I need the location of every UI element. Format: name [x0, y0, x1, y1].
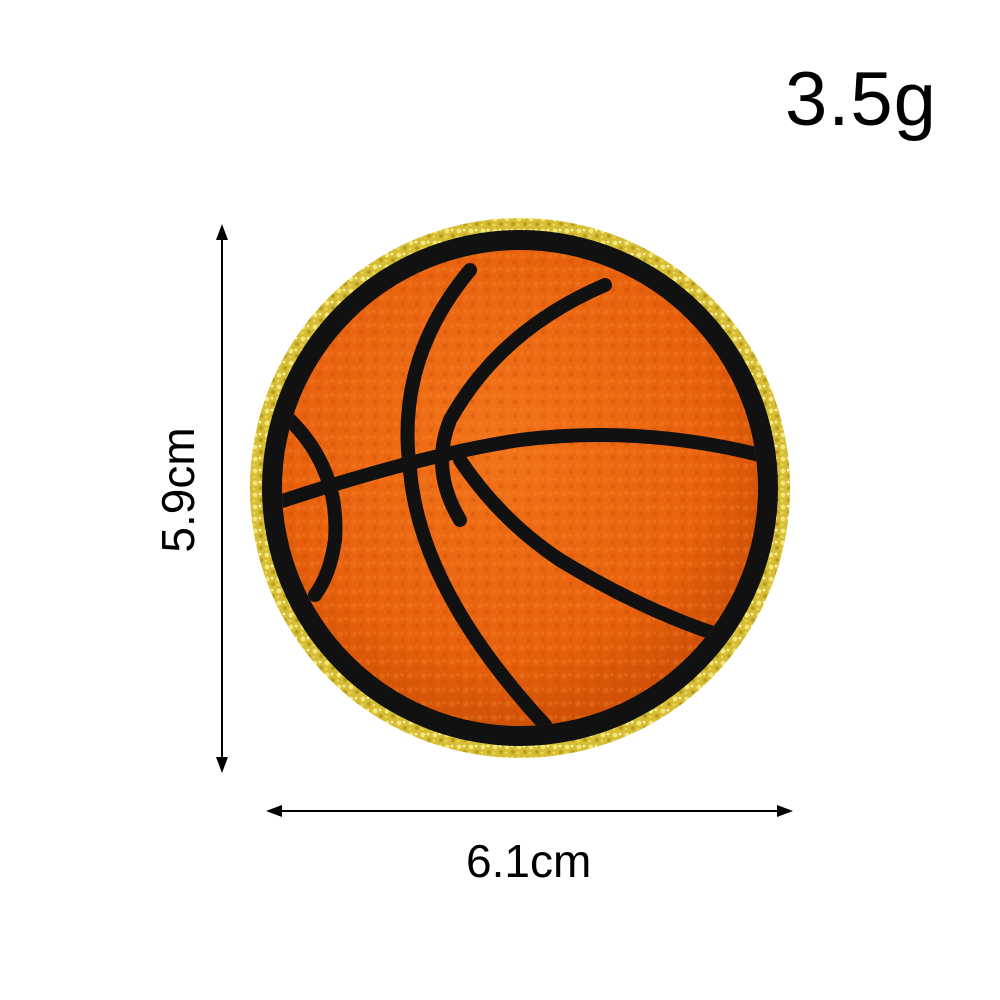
- double-headed-vertical-arrow-icon: [216, 224, 228, 773]
- double-headed-horizontal-arrow-icon: [266, 805, 793, 817]
- ball-seams: [282, 263, 758, 726]
- width-label: 6.1cm: [466, 835, 592, 887]
- weight-label: 3.5g: [785, 57, 937, 142]
